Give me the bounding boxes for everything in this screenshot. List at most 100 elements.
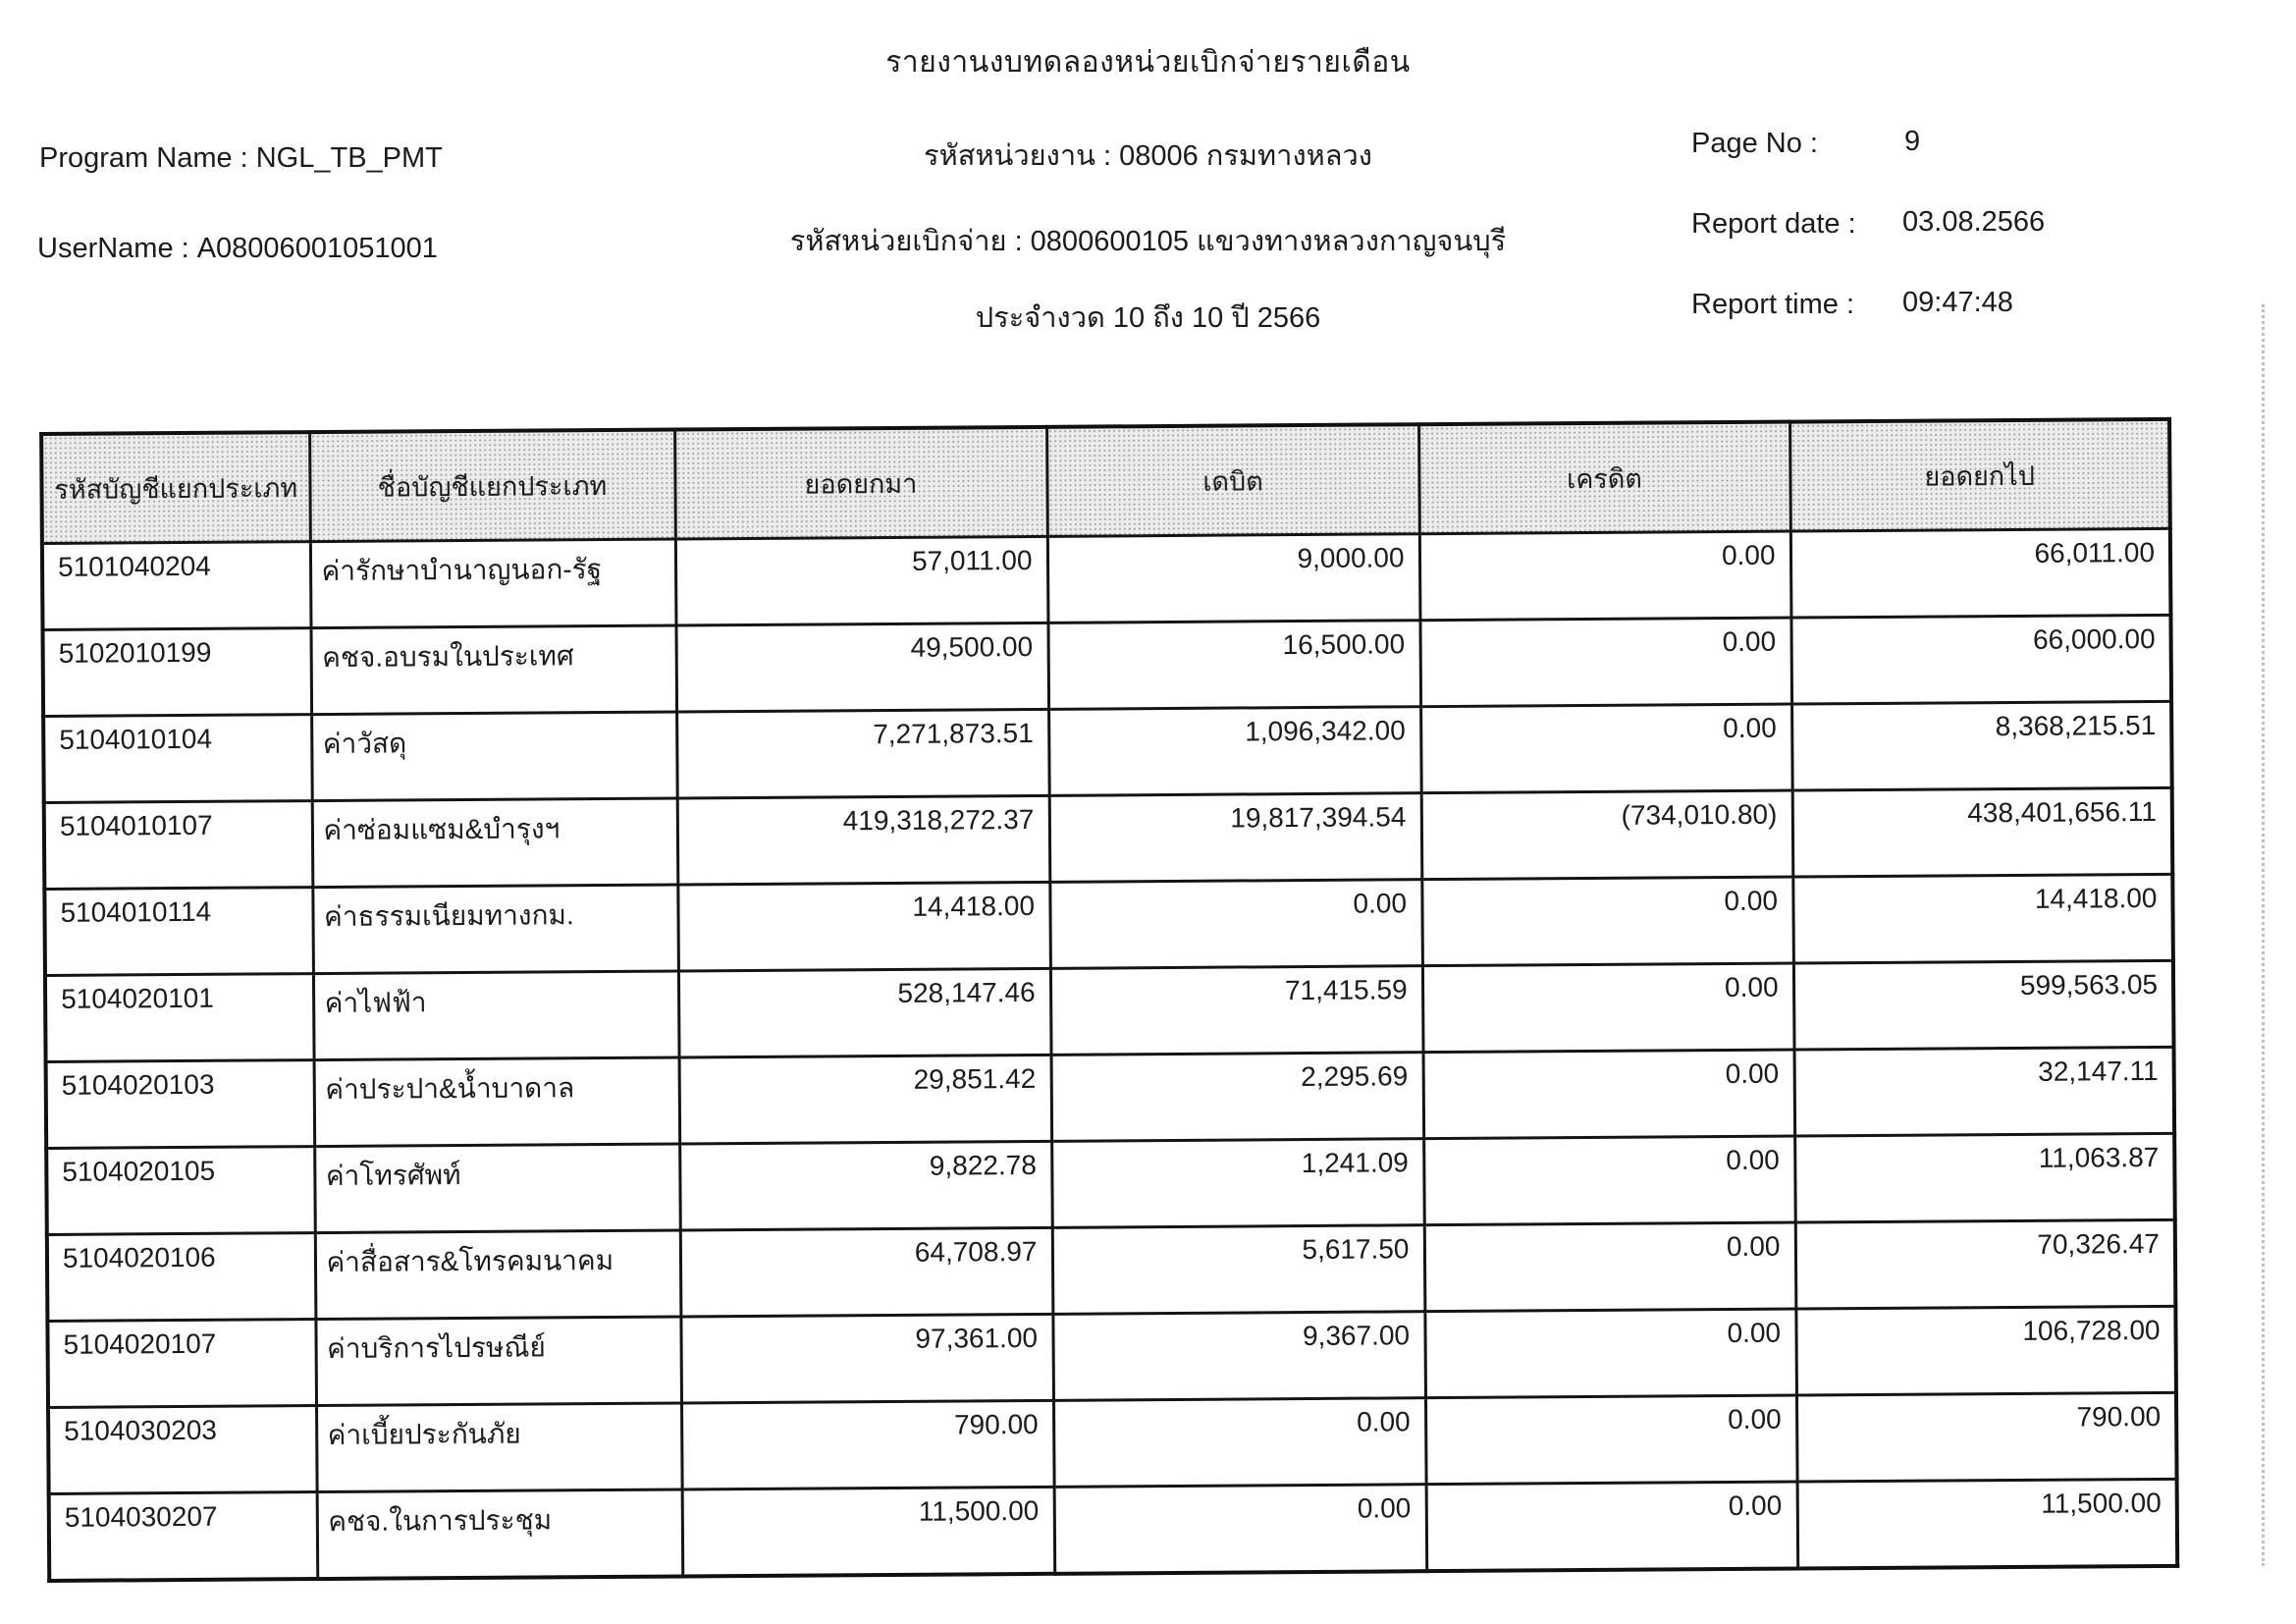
carry-forward-cell: 438,401,656.11 bbox=[1791, 787, 2173, 878]
table-header: รหัสบัญชีแยกประเภท ชื่อบัญชีแยกประเภท ยอ… bbox=[41, 418, 2170, 544]
account-name-cell: คชจ.ในการประชุม bbox=[316, 1489, 683, 1580]
table-row: 5104020106 ค่าสื่อสาร&โทรคมนาคม 64,708.9… bbox=[46, 1219, 2176, 1322]
carry-forward-cell: 14,418.00 bbox=[1792, 874, 2173, 964]
brought-forward-cell: 9,822.78 bbox=[679, 1141, 1052, 1230]
brought-forward-cell: 49,500.00 bbox=[675, 623, 1049, 712]
debit-cell: 16,500.00 bbox=[1047, 620, 1421, 710]
brought-forward-cell: 57,011.00 bbox=[674, 536, 1048, 625]
debit-cell: 19,817,394.54 bbox=[1048, 792, 1422, 883]
account-code-cell: 5104010107 bbox=[43, 800, 313, 890]
credit-cell: 0.00 bbox=[1424, 1309, 1796, 1398]
brought-forward-cell: 790.00 bbox=[681, 1400, 1054, 1489]
account-code-cell: 5102010199 bbox=[42, 627, 312, 717]
table-row: 5104020107 ค่าบริการไปรษณีย์ 97,361.00 9… bbox=[47, 1306, 2176, 1408]
account-name-cell: ค่าเบี้ยประกันภัย bbox=[316, 1402, 682, 1492]
account-code-cell: 5104020107 bbox=[47, 1319, 317, 1408]
user-name-value: A08006001051001 bbox=[196, 233, 438, 264]
table-row: 5104030207 คชจ.ในการประชุม 11,500.00 0.0… bbox=[48, 1479, 2178, 1581]
carry-forward-cell: 66,000.00 bbox=[1790, 615, 2172, 705]
table-row: 5104020105 ค่าโทรศัพท์ 9,822.78 1,241.09… bbox=[46, 1133, 2175, 1235]
carry-forward-cell: 11,063.87 bbox=[1794, 1133, 2175, 1223]
debit-cell: 5,617.50 bbox=[1051, 1224, 1425, 1315]
user-name-line: UserName : A08006001051001 bbox=[37, 233, 438, 265]
disbursement-unit-line: รหัสหน่วยเบิกจ่าย : 0800600105 แขวงทางหล… bbox=[789, 226, 1507, 257]
credit-cell: 0.00 bbox=[1422, 1050, 1795, 1139]
brought-forward-cell: 7,271,873.51 bbox=[676, 709, 1049, 798]
account-code-cell: 5104020105 bbox=[46, 1146, 315, 1235]
debit-cell: 1,096,342.00 bbox=[1048, 706, 1421, 796]
carry-forward-cell: 66,011.00 bbox=[1789, 528, 2171, 619]
user-name-label: UserName : bbox=[37, 233, 189, 264]
carry-forward-cell: 599,563.05 bbox=[1792, 960, 2174, 1051]
credit-cell: 0.00 bbox=[1425, 1482, 1798, 1572]
program-name-line: Program Name : NGL_TB_PMT bbox=[39, 142, 443, 175]
report-date-label: Report date : bbox=[1691, 208, 1856, 240]
col-header-debit: เดบิต bbox=[1046, 424, 1419, 537]
brought-forward-cell: 14,418.00 bbox=[677, 882, 1050, 971]
account-name-cell: ค่าซ่อมแซม&บำรุงฯ bbox=[311, 797, 678, 888]
debit-cell: 0.00 bbox=[1053, 1397, 1426, 1488]
debit-cell: 2,295.69 bbox=[1050, 1052, 1424, 1142]
account-name-cell: ค่าธรรมเนียมทางกม. bbox=[312, 884, 678, 974]
account-code-cell: 5104010114 bbox=[44, 887, 313, 976]
account-code-cell: 5104020103 bbox=[45, 1059, 315, 1149]
col-header-account-name: ชื่อบัญชีแยกประเภท bbox=[309, 429, 675, 542]
col-header-account-code: รหัสบัญชีแยกประเภท bbox=[41, 432, 310, 544]
brought-forward-cell: 29,851.42 bbox=[678, 1055, 1052, 1144]
account-name-cell: คชจ.อบรมในประเทศ bbox=[310, 624, 677, 715]
table-row: 5104020103 ค่าประปา&น้ำบาดาล 29,851.42 2… bbox=[45, 1047, 2175, 1149]
credit-cell: 0.00 bbox=[1420, 704, 1792, 793]
brought-forward-cell: 528,147.46 bbox=[677, 968, 1051, 1057]
credit-cell: 0.00 bbox=[1421, 877, 1793, 966]
report-date-value: 03.08.2566 bbox=[1902, 206, 2046, 238]
credit-cell: 0.00 bbox=[1423, 1136, 1795, 1225]
debit-cell: 0.00 bbox=[1049, 879, 1422, 969]
table-header-row: รหัสบัญชีแยกประเภท ชื่อบัญชีแยกประเภท ยอ… bbox=[41, 418, 2170, 544]
brought-forward-cell: 97,361.00 bbox=[680, 1314, 1054, 1403]
carry-forward-cell: 70,326.47 bbox=[1794, 1219, 2176, 1310]
page-no-value: 9 bbox=[1904, 126, 1921, 157]
trial-balance-table: รหัสบัญชีแยกประเภท ชื่อบัญชีแยกประเภท ยอ… bbox=[39, 416, 2180, 1583]
table-row: 5104010114 ค่าธรรมเนียมทางกม. 14,418.00 … bbox=[44, 874, 2173, 976]
table-row: 5104030203 ค่าเบี้ยประกันภัย 790.00 0.00… bbox=[48, 1392, 2177, 1494]
program-name-label: Program Name : bbox=[39, 142, 248, 174]
account-name-cell: ค่าโทรศัพท์ bbox=[314, 1143, 680, 1233]
brought-forward-cell: 419,318,272.37 bbox=[676, 795, 1050, 885]
carry-forward-cell: 106,728.00 bbox=[1795, 1306, 2176, 1396]
credit-cell: 0.00 bbox=[1421, 963, 1794, 1053]
table-row: 5101040204 ค่ารักษาบำนาญนอก-รัฐ 57,011.0… bbox=[41, 528, 2171, 630]
col-header-credit: เครดิต bbox=[1418, 421, 1790, 534]
agency-line: รหัสหน่วยงาน : 08006 กรมทางหลวง bbox=[924, 140, 1372, 172]
carry-forward-cell: 790.00 bbox=[1795, 1392, 2177, 1483]
debit-cell: 1,241.09 bbox=[1051, 1138, 1424, 1228]
credit-cell: 0.00 bbox=[1419, 618, 1792, 707]
debit-cell: 71,415.59 bbox=[1049, 965, 1423, 1056]
credit-cell: 0.00 bbox=[1424, 1395, 1797, 1485]
report-time-value: 09:47:48 bbox=[1902, 287, 2013, 318]
debit-cell: 9,000.00 bbox=[1046, 533, 1420, 623]
carry-forward-cell: 32,147.11 bbox=[1793, 1047, 2175, 1137]
account-code-cell: 5104020101 bbox=[44, 973, 314, 1062]
col-header-brought-forward: ยอดยกมา bbox=[674, 426, 1047, 539]
account-name-cell: ค่าสื่อสาร&โทรคมนาคม bbox=[314, 1229, 681, 1320]
trial-balance-table-wrapper: รหัสบัญชีแยกประเภท ชื่อบัญชีแยกประเภท ยอ… bbox=[39, 416, 2180, 1583]
table-row: 5104010104 ค่าวัสดุ 7,271,873.51 1,096,3… bbox=[43, 701, 2172, 803]
account-code-cell: 5104030203 bbox=[48, 1405, 317, 1494]
debit-cell: 9,367.00 bbox=[1052, 1311, 1425, 1401]
scan-artifact-dotted-line bbox=[2262, 304, 2265, 1566]
account-code-cell: 5104020106 bbox=[46, 1232, 316, 1322]
debit-cell: 0.00 bbox=[1053, 1484, 1427, 1574]
account-name-cell: ค่าไฟฟ้า bbox=[312, 970, 679, 1060]
account-name-cell: ค่าบริการไปรษณีย์ bbox=[315, 1316, 682, 1406]
credit-cell: (734,010.80) bbox=[1420, 790, 1793, 880]
account-code-cell: 5104010104 bbox=[43, 714, 312, 803]
account-code-cell: 5101040204 bbox=[41, 541, 311, 630]
table-row: 5102010199 คชจ.อบรมในประเทศ 49,500.00 16… bbox=[42, 615, 2172, 717]
table-row: 5104010107 ค่าซ่อมแซม&บำรุงฯ 419,318,272… bbox=[43, 787, 2173, 890]
report-title: รายงานงบทดลองหน่วยเบิกจ่ายรายเดือน bbox=[885, 46, 1411, 79]
carry-forward-cell: 11,500.00 bbox=[1796, 1479, 2178, 1569]
page-no-label: Page No : bbox=[1691, 128, 1818, 159]
brought-forward-cell: 11,500.00 bbox=[681, 1487, 1055, 1577]
account-name-cell: ค่าวัสดุ bbox=[311, 711, 677, 801]
